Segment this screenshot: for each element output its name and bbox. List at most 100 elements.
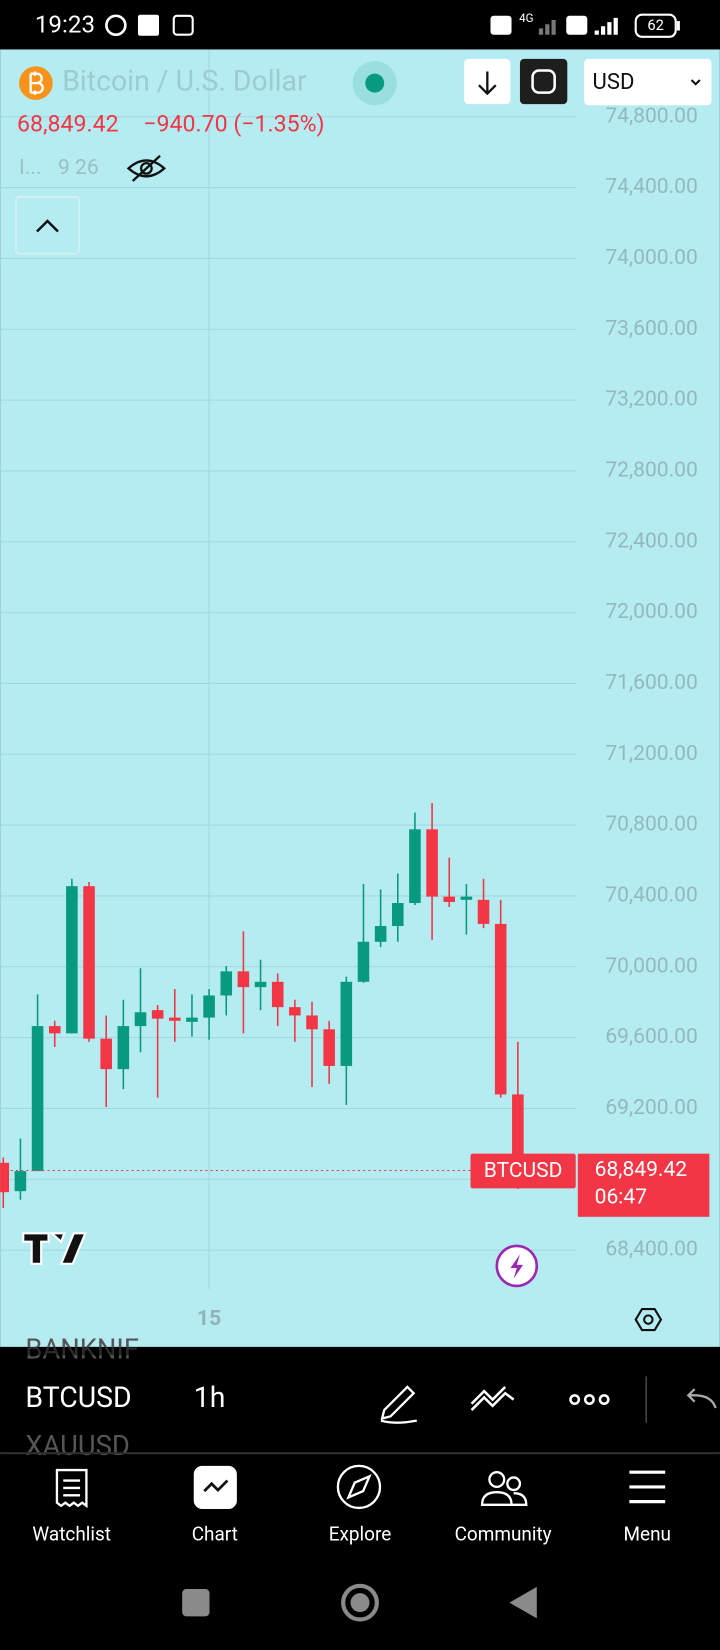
flash-icon xyxy=(510,1254,524,1279)
y-tick-label: 73,200.00 xyxy=(605,387,697,412)
y-tick-label: 69,200.00 xyxy=(605,1095,697,1120)
price-tag: 68,849.42 xyxy=(595,1157,688,1182)
tab-label: Explore xyxy=(329,1522,391,1545)
home-button[interactable] xyxy=(341,1583,379,1622)
draw-button[interactable] xyxy=(380,1385,418,1424)
candle-body xyxy=(66,886,78,1034)
indicators-button[interactable] xyxy=(470,1386,515,1411)
y-tick-label: 68,400.00 xyxy=(605,1237,697,1262)
candle-body xyxy=(186,1017,198,1022)
candle-body xyxy=(306,1015,318,1030)
candle-body xyxy=(443,896,456,902)
candle-body xyxy=(237,971,250,988)
candle-body xyxy=(117,1026,130,1070)
candle-body xyxy=(220,971,233,996)
candle-body xyxy=(323,1029,335,1066)
collapse-button[interactable] xyxy=(15,195,80,255)
person-body xyxy=(480,1490,528,1506)
y-tick-label: 74,000.00 xyxy=(605,245,697,270)
candle-body xyxy=(100,1038,112,1070)
symbol-option[interactable]: XAUUSD xyxy=(25,1430,129,1462)
currency: USD xyxy=(593,70,635,95)
dot xyxy=(569,1394,581,1406)
more-button[interactable] xyxy=(569,1394,610,1406)
chart-icon-line xyxy=(203,1479,229,1493)
symbol-title[interactable]: Bitcoin / U.S. Dollar xyxy=(62,65,307,98)
explore-icon[interactable] xyxy=(336,1464,382,1510)
signal-icon xyxy=(594,17,618,35)
candle-body xyxy=(203,995,215,1018)
candle-body xyxy=(357,941,370,982)
candle-body xyxy=(0,1162,10,1193)
chart-header: Bitcoin / U.S. Dollar USD 68,849.42 −940… xyxy=(15,58,712,255)
undo-button[interactable] xyxy=(686,1388,717,1409)
candle-body xyxy=(169,1017,181,1021)
countdown: 06:47 xyxy=(595,1184,647,1209)
battery-tip xyxy=(676,21,680,31)
y-tick-label: 72,400.00 xyxy=(605,528,697,553)
interval[interactable]: 1h xyxy=(194,1381,226,1414)
compass-needle xyxy=(346,1474,372,1500)
home-dot xyxy=(350,1593,370,1613)
community-icon[interactable] xyxy=(480,1471,528,1506)
menu-icon[interactable] xyxy=(629,1470,666,1504)
plot xyxy=(0,49,577,1290)
y-tick-label: 70,400.00 xyxy=(605,882,697,907)
system-nav xyxy=(182,1583,537,1622)
alarm-icon xyxy=(105,14,127,37)
candle-body xyxy=(477,899,490,924)
y-tick-label: 74,400.00 xyxy=(605,174,697,199)
arrow-icon xyxy=(478,71,497,96)
tab-label: Watchlist xyxy=(32,1522,111,1545)
indicator-values: 9 26 xyxy=(58,155,99,180)
tab-labels: Watchlist Chart Explore Community Menu xyxy=(32,1522,671,1545)
status-bar: 19:23 4G 62 xyxy=(35,11,680,39)
chevron xyxy=(690,79,701,86)
watchlist-icon[interactable] xyxy=(55,1468,88,1509)
candle-body xyxy=(134,1012,147,1027)
y-tick-label: 71,200.00 xyxy=(605,741,697,766)
back-button[interactable] xyxy=(509,1586,537,1619)
logo-shape xyxy=(22,1232,87,1265)
fullscreen-button[interactable] xyxy=(519,58,568,105)
tradingview-logo xyxy=(22,1232,87,1265)
tab-label: Chart xyxy=(192,1522,238,1545)
candle-body xyxy=(426,829,438,897)
currency-select[interactable] xyxy=(584,58,712,106)
time: 19:23 xyxy=(35,11,95,39)
y-tick-label: 69,600.00 xyxy=(605,1024,697,1049)
candle-body xyxy=(460,896,473,900)
indicator-name[interactable]: I... xyxy=(19,155,41,180)
fullscreen-icon xyxy=(531,69,556,94)
y-tick-label: 72,000.00 xyxy=(605,599,697,624)
person xyxy=(488,1471,506,1489)
price-change: −940.70 (−1.35%) xyxy=(143,110,324,137)
hide-icon-eye xyxy=(139,161,153,175)
recents-button[interactable] xyxy=(182,1588,210,1617)
candle-body xyxy=(340,981,353,1066)
candle-body xyxy=(289,1007,301,1016)
candle-body xyxy=(14,1171,27,1192)
last-price: 68,849.42 xyxy=(17,110,119,137)
market-status-dot xyxy=(365,73,385,93)
dot xyxy=(583,1394,595,1406)
toolbar: BANKNIF BTCUSD XAUUSD 1h xyxy=(0,1333,720,1462)
y-tick-label: 71,600.00 xyxy=(605,670,697,695)
symbol[interactable]: BTCUSD xyxy=(25,1381,131,1414)
volte-icon xyxy=(490,15,512,35)
candle-body xyxy=(151,1010,164,1019)
settings-button[interactable] xyxy=(634,1308,663,1332)
candle-body xyxy=(31,1026,44,1172)
signal-icon xyxy=(538,19,556,35)
tab-label: Community xyxy=(455,1522,552,1545)
tab-bar: Watchlist Chart Explore Community Menu xyxy=(32,1464,671,1545)
person xyxy=(506,1476,522,1492)
y-tick-label: 70,800.00 xyxy=(605,812,697,837)
fade xyxy=(0,1346,720,1356)
candle-body xyxy=(391,903,404,927)
hide-icon[interactable] xyxy=(126,154,167,182)
settings-icon xyxy=(643,1314,654,1325)
y-tick-label: 70,000.00 xyxy=(605,953,697,978)
